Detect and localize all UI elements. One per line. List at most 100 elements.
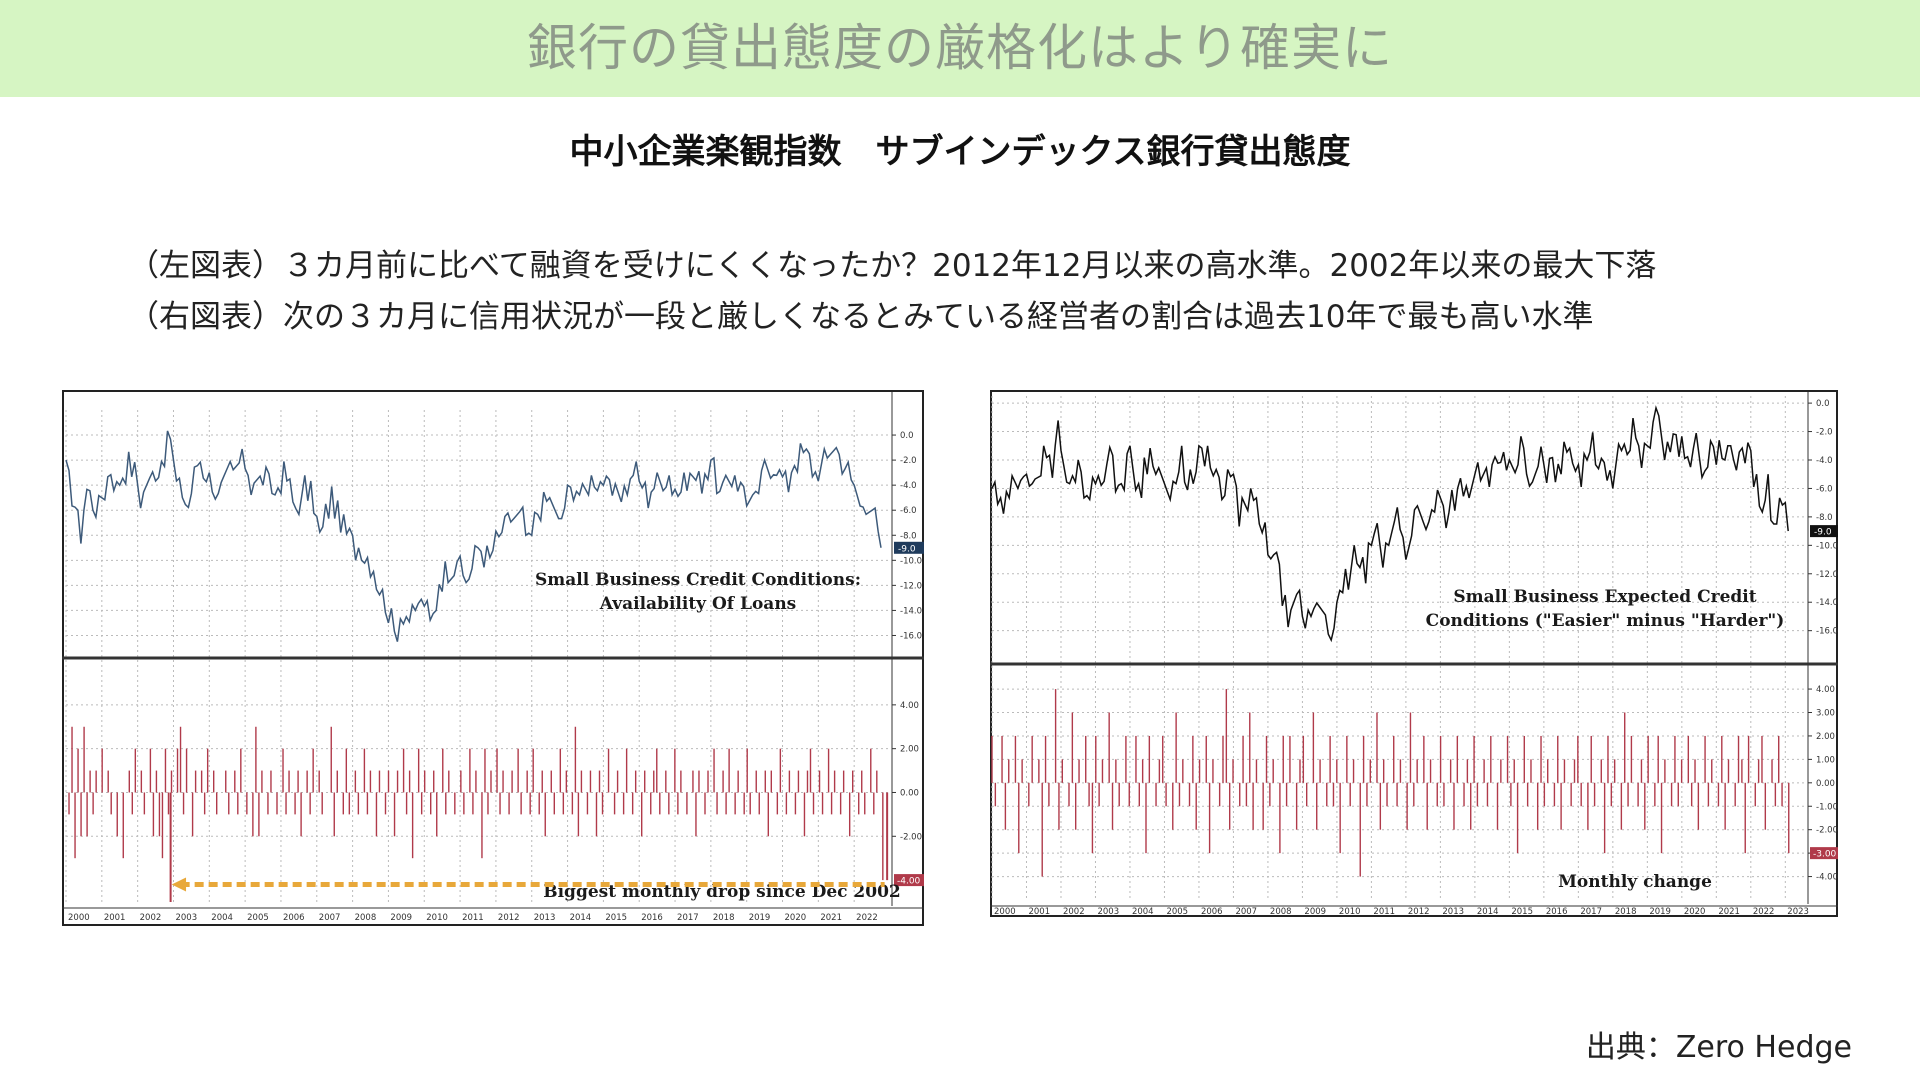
x-tick-label: 2006 — [283, 913, 305, 923]
x-tick-label: 2017 — [1580, 907, 1602, 917]
x-tick-label: 2022 — [1753, 907, 1775, 917]
y-tick-label-bottom: 4.00 — [900, 701, 919, 711]
y-tick-label-top: -10.0 — [1816, 541, 1838, 551]
page-subtitle: 中小企業楽観指数 サブインデックス銀行貸出態度 — [569, 132, 1351, 172]
y-tick-label-top: -16.0 — [1816, 627, 1838, 637]
top-panel-annotation: Availability Of Loans — [599, 594, 797, 614]
top-panel-annotation: Small Business Credit Conditions: — [535, 570, 861, 590]
x-tick-label: 2020 — [785, 913, 807, 923]
right-chart: 0.0 -2.0 -4.0 -6.0 -8.0 -10.0 -12.0 -14.0 -16.0 4… — [990, 390, 1840, 917]
x-tick-label: 2018 — [713, 913, 735, 923]
top-panel-annotation: Conditions ("Easier" minus "Harder") — [1426, 611, 1785, 631]
x-tick-label: 2008 — [355, 913, 377, 923]
x-tick-label: 2007 — [1235, 907, 1257, 917]
last-value-badge-bottom — [1810, 847, 1840, 860]
y-tick-label-top: -14.0 — [900, 606, 922, 616]
y-tick-label-bottom: -1.00 — [1816, 802, 1838, 812]
x-tick-label: 2003 — [175, 913, 197, 923]
last-value-label-top: -9.0 — [898, 544, 916, 554]
last-value-badge-top — [894, 541, 924, 554]
last-value-label-bottom: -3.00 — [1813, 850, 1837, 860]
x-tick-label: 2020 — [1684, 907, 1706, 917]
y-tick-label-bottom: -4.00 — [1816, 873, 1838, 883]
last-value-badge-bottom — [894, 874, 924, 887]
y-tick-label-top: -10.0 — [900, 556, 922, 566]
x-tick-label: 2000 — [68, 913, 90, 923]
x-tick-label: 2015 — [1511, 907, 1533, 917]
x-tick-label: 2009 — [1304, 907, 1326, 917]
source-credit: 出典：Zero Hedge — [1585, 1030, 1852, 1065]
y-tick-label-bottom: 0.00 — [1816, 779, 1835, 789]
x-tick-label: 2005 — [247, 913, 269, 923]
y-tick-label-top: 0.0 — [1816, 399, 1830, 409]
x-tick-label: 2004 — [1132, 907, 1154, 917]
y-tick-label-top: -2.0 — [900, 456, 917, 466]
last-value-label-top: -9.0 — [1814, 528, 1832, 538]
top-panel-annotation: Small Business Expected Credit — [1453, 587, 1756, 607]
left-chart-svg: 0.0 -2.0 -4.0 -6.0 -8.0 -10.0 -12.0 -14.0 -16.0 4… — [62, 390, 924, 926]
last-value-label-bottom: -4.00 — [897, 877, 921, 887]
description-right-chart: （右図表）次の３カ月に信用状況が一段と厳しくなるとみている経営者の割合は過去10… — [128, 299, 1594, 335]
y-tick-label-top: -14.0 — [1816, 598, 1838, 608]
x-tick-label: 2001 — [1028, 907, 1050, 917]
x-tick-label: 2013 — [1442, 907, 1464, 917]
x-tick-label: 2003 — [1097, 907, 1119, 917]
x-tick-label: 2010 — [1339, 907, 1361, 917]
y-tick-label-top: -8.0 — [900, 531, 917, 541]
top-series-line — [991, 405, 1789, 643]
x-tick-label: 2021 — [820, 913, 842, 923]
x-tick-label: 2016 — [1546, 907, 1568, 917]
right-chart-svg: 0.0 -2.0 -4.0 -6.0 -8.0 -10.0 -12.0 -14.0 -16.0 4… — [990, 390, 1840, 917]
y-tick-label-bottom: -2.00 — [1816, 826, 1838, 836]
y-tick-label-top: 0.0 — [900, 431, 914, 441]
y-tick-label-bottom: 0.00 — [900, 788, 919, 798]
x-tick-label: 2015 — [605, 913, 627, 923]
x-tick-label: 2012 — [498, 913, 520, 923]
x-tick-label: 2009 — [390, 913, 412, 923]
y-tick-label-bottom: 2.00 — [1816, 732, 1835, 742]
y-tick-label-top: -2.0 — [1816, 428, 1833, 438]
x-tick-label: 2002 — [1063, 907, 1085, 917]
x-tick-label: 2010 — [426, 913, 448, 923]
chart-frame — [990, 390, 1838, 917]
y-tick-label-bottom: 3.00 — [1816, 709, 1835, 719]
y-tick-label-bottom: 2.00 — [900, 745, 919, 755]
left-chart: 0.0 -2.0 -4.0 -6.0 -8.0 -10.0 -12.0 -14.0 -16.0 4… — [62, 390, 924, 926]
x-tick-label: 2011 — [1373, 907, 1395, 917]
x-tick-label: 2011 — [462, 913, 484, 923]
x-tick-label: 2023 — [1787, 907, 1809, 917]
x-tick-label: 2012 — [1408, 907, 1430, 917]
x-tick-label: 2001 — [104, 913, 126, 923]
x-tick-label: 2014 — [1477, 907, 1499, 917]
y-tick-label-bottom: 4.00 — [1816, 685, 1835, 695]
x-tick-label: 2005 — [1166, 907, 1188, 917]
x-tick-label: 2016 — [641, 913, 663, 923]
page-title: 銀行の貸出態度の厳格化はより確実に — [527, 19, 1393, 77]
title-banner — [0, 0, 1920, 97]
y-tick-label-top: -8.0 — [1816, 513, 1833, 523]
arrow-head — [171, 877, 187, 892]
x-tick-label: 2019 — [749, 913, 771, 923]
y-tick-label-top: -12.0 — [900, 581, 922, 591]
last-value-badge-top — [1810, 525, 1840, 538]
x-tick-label: 2007 — [319, 913, 341, 923]
x-tick-label: 2013 — [534, 913, 556, 923]
x-tick-label: 2019 — [1649, 907, 1671, 917]
x-tick-label: 2021 — [1718, 907, 1740, 917]
x-tick-label: 2002 — [140, 913, 162, 923]
x-tick-label: 2014 — [570, 913, 592, 923]
x-tick-label: 2017 — [677, 913, 699, 923]
x-tick-label: 2018 — [1615, 907, 1637, 917]
y-tick-label-top: -16.0 — [900, 631, 922, 641]
x-tick-label: 2008 — [1270, 907, 1292, 917]
x-tick-label: 2004 — [211, 913, 233, 923]
top-series-line — [65, 430, 882, 642]
x-tick-label: 2000 — [994, 907, 1016, 917]
y-tick-label-top: -6.0 — [1816, 484, 1833, 494]
y-tick-label-bottom: -2.00 — [900, 832, 922, 842]
y-tick-label-top: -6.0 — [900, 506, 917, 516]
description-left-chart: （左図表）３カ月前に比べて融資を受けにくくなったか？2012年12月以来の高水準… — [128, 248, 1657, 284]
y-tick-label-bottom: 1.00 — [1816, 755, 1835, 765]
y-tick-label-top: -4.0 — [900, 481, 917, 491]
y-tick-label-top: -12.0 — [1816, 570, 1838, 580]
